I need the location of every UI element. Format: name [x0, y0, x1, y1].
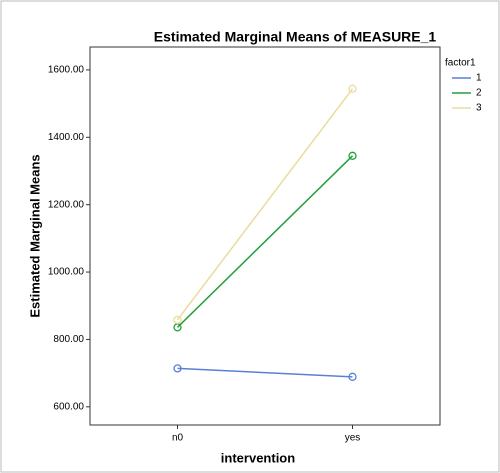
- y-tick-label: 1000.00: [48, 267, 85, 278]
- y-axis-label: Estimated Marginal Means: [27, 154, 42, 317]
- y-tick-label: 800.00: [53, 334, 84, 345]
- legend-label: 3: [476, 103, 482, 114]
- plot-area: [89, 46, 441, 426]
- series-line: [176, 88, 354, 321]
- x-tick-label: n0: [172, 433, 184, 444]
- point-marker: [348, 84, 357, 93]
- legend-label: 2: [476, 88, 482, 99]
- y-tick-label: 1600.00: [48, 65, 85, 76]
- x-axis-label: intervention: [221, 450, 295, 465]
- chart-title: Estimated Marginal Means of MEASURE_1: [154, 29, 437, 45]
- point-marker: [173, 364, 182, 373]
- point-marker: [348, 151, 357, 160]
- y-tick-label: 1200.00: [48, 199, 85, 210]
- point-marker: [348, 372, 357, 381]
- y-tick-label: 600.00: [53, 401, 84, 412]
- series-line: [176, 155, 354, 328]
- legend-label: 1: [476, 73, 482, 84]
- legend-title: factor1: [445, 58, 476, 69]
- point-marker: [173, 315, 182, 325]
- y-tick-label: 1400.00: [48, 132, 85, 143]
- series-line: [177, 367, 353, 378]
- x-tick-label: yes: [345, 433, 361, 444]
